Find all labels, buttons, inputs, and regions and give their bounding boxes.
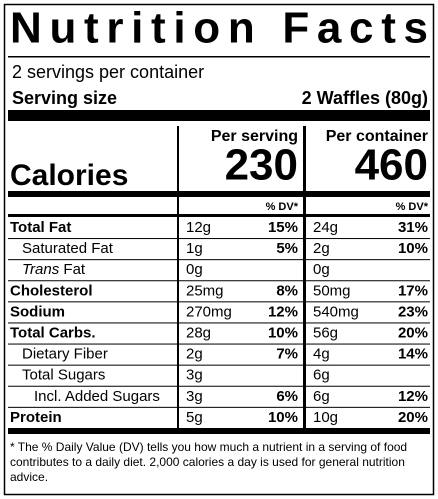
amount: 0g [186,261,203,278]
calories-value: 460 [355,141,428,190]
thick-rule [8,191,430,197]
amount: 2g [186,346,203,363]
daily-value: 6% [276,388,298,405]
daily-value: 20% [398,324,428,341]
servings: 2 servings per container [12,62,204,82]
dv-header: % DV* [396,201,429,213]
dv-header: % DV* [266,201,299,213]
row-rule [8,301,430,303]
nutrient-name-text: Total Fat [10,219,71,236]
label-title: Nutrition Facts [10,4,428,53]
daily-value: 10% [398,240,428,257]
row-rule [8,364,430,366]
column-header: Per serving [211,128,298,145]
amount: 6g [313,388,330,405]
nutrient-name-italic: Trans [22,261,60,278]
nutrient-name: Total Fat [10,219,71,236]
amount: 12g [186,219,211,236]
daily-value: 8% [276,282,298,299]
nutrient-name: Saturated Fat [22,240,114,257]
amount: 5g [186,409,203,426]
footnote: * The % Daily Value (DV) tells you how m… [10,440,408,484]
nutrient-name: Dietary Fiber [22,346,108,363]
amount: 28g [186,324,211,341]
serving-size-label: Serving size [12,88,117,108]
nutrient-name-text: Fat [63,261,86,278]
nutrient-name-text: Total Carbs. [10,324,96,341]
amount: 270mg [186,303,232,320]
amount: 540mg [313,303,359,320]
thick-rule [8,428,430,434]
daily-value: 10% [268,409,298,426]
daily-value: 5% [276,240,298,257]
nutrient-name: Protein [10,409,62,426]
amount: 50mg [313,282,351,299]
nutrient-name: Trans Fat [22,261,86,278]
daily-value: 23% [398,303,428,320]
column-header: Per container [326,128,428,145]
nutrient-name-text: Incl. Added Sugars [34,388,160,405]
daily-value: 20% [398,409,428,426]
daily-value: 7% [276,346,298,363]
amount: 0g [313,261,330,278]
nutrient-name: Total Sugars [22,367,105,384]
daily-value: 12% [268,303,298,320]
rule [8,56,430,58]
row-rule [8,259,430,261]
label-border [3,3,435,496]
amount: 3g [186,388,203,405]
amount: 10g [313,409,338,426]
daily-value: 12% [398,388,428,405]
amount: 2g [313,240,330,257]
amount: 6g [313,367,330,384]
nutrient-name-text: Total Sugars [22,367,105,384]
rule [8,214,430,217]
nutrient-name-text: Saturated Fat [22,240,114,257]
daily-value: 14% [398,346,428,363]
nutrient-name: Cholesterol [10,282,93,299]
amount: 56g [313,324,338,341]
amount: 25mg [186,282,224,299]
serving-size-value: 2 Waffles (80g) [302,88,428,108]
nutrient-name-text: Protein [10,409,62,426]
nutrient-name-text: Dietary Fiber [22,346,108,363]
nutrient-name: Total Carbs. [10,324,96,341]
daily-value: 31% [398,219,428,236]
thick-rule [8,110,430,121]
calories-label: Calories [10,159,128,192]
nutrient-name: Sodium [10,303,65,320]
row-rule [8,322,430,324]
daily-value: 15% [268,219,298,236]
column-divider [303,126,306,428]
nutrient-name: Incl. Added Sugars [34,388,160,405]
amount: 24g [313,219,338,236]
row-rule [8,406,430,408]
row-rule [8,343,430,345]
column-divider [177,126,179,428]
nutrient-name-text: Cholesterol [10,282,93,299]
row-rule [8,385,430,387]
row-rule [8,238,430,240]
daily-value: 10% [268,324,298,341]
calories-value: 230 [225,141,298,190]
amount: 1g [186,240,203,257]
daily-value: 17% [398,282,428,299]
amount: 3g [186,367,203,384]
amount: 4g [313,346,330,363]
row-rule [8,280,430,282]
nutrient-name-text: Sodium [10,303,65,320]
